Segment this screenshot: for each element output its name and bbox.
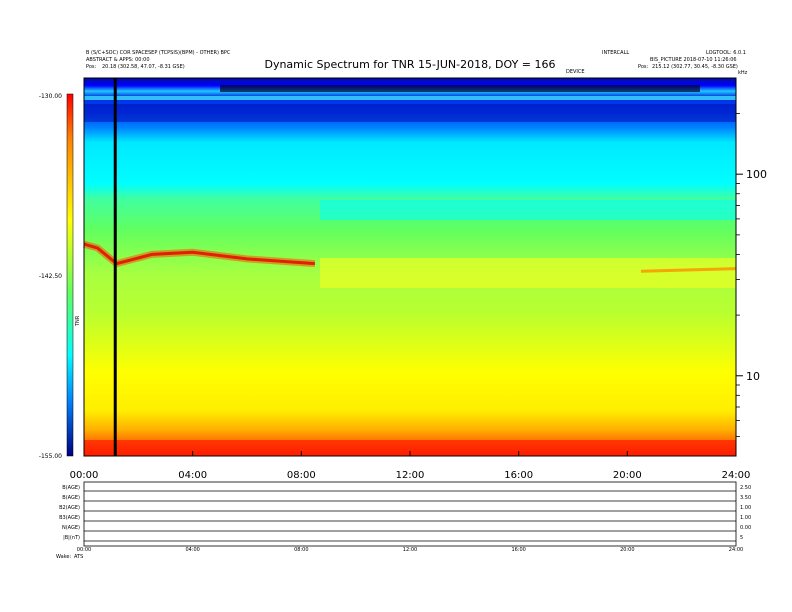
lower-x-tick-label: 00:00 (77, 547, 91, 553)
lower-row-tick: 1.00 (740, 515, 751, 521)
lower-row-label: B2(AGE) (59, 505, 80, 511)
colorbar-tick-mid: -142.50 (39, 273, 62, 280)
x-tick-label: 04:00 (178, 470, 207, 481)
header-left-line2: ABSTRACT & APPS: 00:00 (86, 57, 150, 63)
header-right-line1-b: LOGTOOL: 6.0.1 (706, 50, 746, 56)
lower-row-label: N(AGE) (62, 525, 80, 531)
bright-cyan-strip (84, 96, 736, 100)
lower-x-tick-label: 04:00 (185, 547, 199, 553)
lower-panel: B(AGE) 2.50 B(AGE) 3.50 B2(AGE) 1.00 B3(AGE) 1.… (56, 481, 751, 560)
colorbar-label: TNR (75, 315, 81, 327)
header-left-pos-label: Pos: (86, 64, 97, 70)
x-tick-label: 00:00 (70, 470, 99, 481)
footer-value: ATS (74, 554, 83, 560)
lower-row-label: B(AGE) (62, 495, 80, 501)
header-left-pos-value: 20.18 (302.58, 47.07, -8.31 GSE) (102, 64, 185, 70)
emission-line (83, 242, 316, 266)
colorbar-tick-bottom: -155.00 (39, 453, 62, 460)
chart-title: Dynamic Spectrum for TNR 15-JUN-2018, DO… (264, 58, 555, 71)
lower-x-tick-label: 08:00 (294, 547, 308, 553)
black-band (220, 85, 700, 92)
spectrogram-series (83, 78, 737, 456)
lower-x-tick-label: 16:00 (511, 547, 525, 553)
x-tick-label: 08:00 (287, 470, 316, 481)
lower-row-label: B3(AGE) (59, 515, 80, 521)
lower-row-tick: 3.50 (740, 495, 751, 501)
header-center-small: DEVICE (566, 69, 585, 75)
x-tick-label: 12:00 (396, 470, 425, 481)
spectrogram-y-axis: 100 10 (736, 113, 767, 437)
dark-band-2 (84, 104, 736, 122)
lower-x-tick-label: 24:00 (729, 547, 743, 553)
lower-x-tick-label: 20:00 (620, 547, 634, 553)
lower-row-tick: 0.00 (740, 525, 751, 531)
lower-row-label: B(AGE) (62, 485, 80, 491)
y-tick-label: 10 (746, 370, 760, 383)
spectrogram-plot (83, 77, 737, 457)
footer-label: Wake: (56, 554, 71, 560)
x-tick-label: 16:00 (504, 470, 533, 481)
lower-row-label: |B|(nT) (63, 535, 80, 541)
spectrogram-x-axis: 00:00 04:00 08:00 12:00 16:00 20:00 24:00 (70, 451, 751, 481)
red-floor-band (84, 440, 736, 456)
lower-row-tick: 1.00 (740, 505, 751, 511)
header-right-line1-a: INTERCALL (602, 50, 629, 56)
lower-panel-frame (83, 481, 737, 547)
weak-emission-line (640, 267, 737, 273)
header-corner-unit: kHz (738, 70, 748, 76)
colorbar (66, 93, 74, 457)
header-right-pos-value: 215.12 (302.77, 30.45, -8.30 GSE) (652, 64, 738, 70)
lower-panel-rows: B(AGE) 2.50 B(AGE) 3.50 B2(AGE) 1.00 B3(AGE) 1.… (59, 485, 751, 542)
cyan-region-right (320, 200, 736, 220)
yellow-region-right (320, 258, 736, 288)
header-right-line2: BIS_PICTURE 2018-07-10 11:26:06 (650, 57, 737, 63)
header-right-pos-label: Pos: (638, 64, 649, 70)
lower-x-tick-label: 12:00 (403, 547, 417, 553)
y-tick-label: 100 (746, 168, 767, 181)
x-tick-label: 20:00 (613, 470, 642, 481)
x-tick-label: 24:00 (722, 470, 751, 481)
lower-panel-x-axis: 00:00 04:00 08:00 12:00 16:00 20:00 24:00 (77, 547, 743, 553)
lower-row-tick: 2.50 (740, 485, 751, 491)
colorbar-tick-top: -130.00 (39, 93, 62, 100)
header-left-line1: B (S/C+SOC) COR SPACESEP (TCPSIS)(BPM) -… (86, 50, 231, 56)
lower-row-tick: 5 (740, 535, 743, 541)
